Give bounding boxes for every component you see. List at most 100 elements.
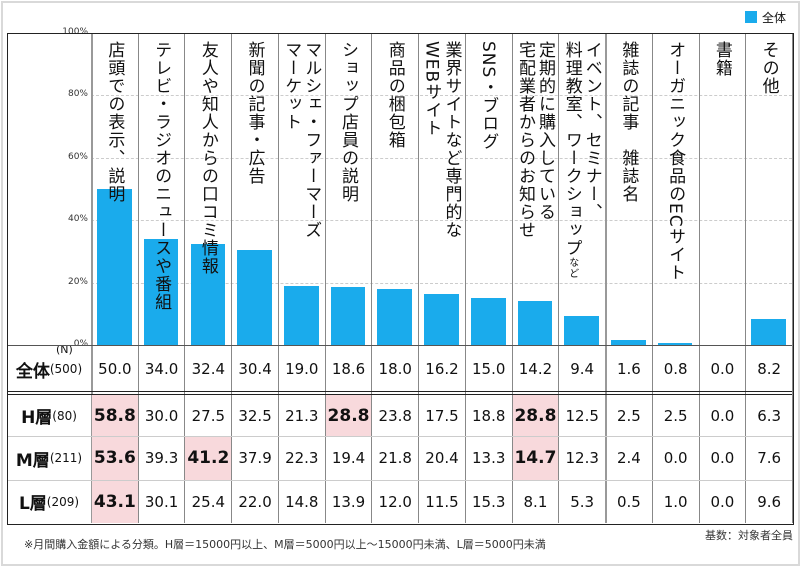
table-cell: 20.4: [425, 449, 459, 467]
category-label: 雑誌の記事 雑誌名: [605, 41, 652, 203]
category-label: 業界サイトなど専門的な WEBサイト: [418, 41, 465, 239]
gridline: [91, 95, 792, 97]
category-label-line: 雑誌の記事 雑誌名: [618, 41, 639, 203]
gridline: [91, 220, 792, 222]
row-label-name: M層: [15, 450, 50, 471]
table-cell: 8.1: [523, 492, 548, 511]
bar: [470, 298, 506, 345]
table-cell: 0.0: [663, 449, 688, 467]
table-cell: 17.5: [425, 406, 459, 425]
category-label-line: 書籍: [711, 41, 732, 77]
category-label-line: 定期的に購入している: [534, 41, 555, 221]
column-divider: [277, 33, 279, 523]
legend-swatch: [745, 11, 757, 23]
table-cell: 18.6: [331, 360, 366, 378]
row-divider: [7, 436, 792, 437]
table-cell: 22.0: [238, 492, 272, 511]
category-label-line: 友人や知人からの口コミ情報: [197, 41, 218, 275]
table-cell: 14.7: [512, 436, 559, 480]
table-cell: 32.4: [191, 360, 226, 378]
bar: [564, 315, 599, 345]
category-label: テレビ・ラジオのニュースや番組: [138, 41, 185, 311]
table-cell: 15.0: [472, 360, 506, 378]
bar: [611, 340, 646, 345]
category-label-line: 店頭での表示、説明: [104, 41, 125, 203]
table-cell: 21.8: [378, 449, 412, 467]
bar: [284, 285, 319, 345]
bar: [237, 250, 272, 345]
base-note: 基数：対象者全員: [705, 529, 793, 542]
y-tick-label: 20%: [67, 276, 88, 287]
table-cell: 0.0: [710, 449, 735, 467]
category-label: ショップ店員の説明: [325, 41, 372, 203]
category-label-line: マーケット: [281, 41, 302, 131]
category-label-line: マルシェ・ファーマーズ: [301, 41, 322, 239]
table-cell: 14.2: [518, 360, 553, 378]
column-divider: [651, 33, 653, 523]
n-label: (N): [56, 343, 73, 356]
table-cell: 6.3: [757, 406, 782, 425]
table-cell: 50.0: [98, 360, 132, 378]
row-label-n: (500): [49, 362, 83, 376]
table-frame: [7, 33, 794, 525]
category-label: 商品の梱包箱: [371, 41, 418, 149]
category-label-line: イベント、セミナー、: [581, 41, 602, 221]
category-label-suffix: など: [566, 257, 578, 279]
column-divider: [698, 33, 700, 523]
table-cell: 30.4: [238, 360, 272, 378]
y-tick-label: 80%: [67, 89, 88, 100]
gridline: [91, 157, 792, 159]
row-label: L層 (209): [7, 480, 91, 523]
footnote: ※月間購入金額による分類。H層＝15000円以上、M層＝5000円以上～1500…: [24, 538, 546, 551]
table-cell: 1.6: [616, 360, 641, 378]
column-divider: [418, 33, 420, 523]
table-cell: 12.0: [378, 492, 412, 511]
table-cell: 28.8: [512, 395, 559, 436]
table-cell: 13.3: [472, 449, 506, 467]
table-cell: 30.1: [144, 492, 179, 511]
category-label: 友人や知人からの口コミ情報: [184, 41, 231, 275]
row-divider: [7, 394, 792, 395]
table-cell: 27.5: [191, 406, 226, 425]
column-divider: [137, 33, 139, 523]
table-cell: 11.5: [425, 492, 459, 511]
table-cell: 25.4: [191, 492, 226, 511]
table-cell: 53.6: [92, 436, 138, 480]
category-label: マルシェ・ファーマーズ マーケット: [278, 41, 325, 239]
column-divider: [511, 33, 513, 523]
table-cell: 23.8: [378, 406, 412, 425]
category-label-line: 商品の梱包箱: [384, 41, 405, 149]
row-label-n: (209): [46, 494, 80, 509]
table-cell: 41.2: [185, 436, 232, 480]
row-label-name: L層: [18, 494, 47, 514]
bar: [190, 243, 226, 345]
bar: [751, 319, 786, 345]
category-label-line: 新聞の記事・広告: [244, 41, 265, 185]
y-tick-label: 100%: [62, 27, 88, 37]
category-label-line: テレビ・ラジオのニュースや番組: [151, 41, 172, 311]
table-cell: 15.3: [472, 492, 506, 511]
category-label: イベント、セミナー、 料理教室、ワークショップなど: [558, 41, 605, 279]
table-cell: 8.2: [757, 360, 782, 378]
table-cell: 9.6: [757, 492, 782, 511]
table-cell: 2.5: [616, 406, 641, 425]
table-cell: 13.9: [331, 492, 366, 511]
category-label-line: 料理教室、ワークショップなど: [562, 41, 582, 279]
table-cell: 19.4: [331, 449, 366, 467]
table-cell: 34.0: [144, 360, 179, 378]
table-cell: 2.4: [616, 449, 641, 467]
table-cell: 58.8: [92, 395, 138, 436]
column-divider: [184, 33, 186, 523]
column-divider: [792, 33, 793, 523]
bar: [657, 342, 693, 345]
row-label-n: (80): [52, 408, 77, 423]
category-label-line: オーガニック食品のECサイト: [665, 41, 686, 282]
table-cell: 19.0: [285, 360, 319, 378]
table-cell: 0.0: [710, 360, 735, 378]
column-divider: [371, 33, 373, 523]
bar: [143, 238, 179, 345]
bar: [377, 288, 413, 345]
table-cell: 22.3: [285, 449, 319, 467]
row-label: 全体 (500): [7, 345, 91, 393]
table-cell: 1.0: [663, 492, 688, 511]
